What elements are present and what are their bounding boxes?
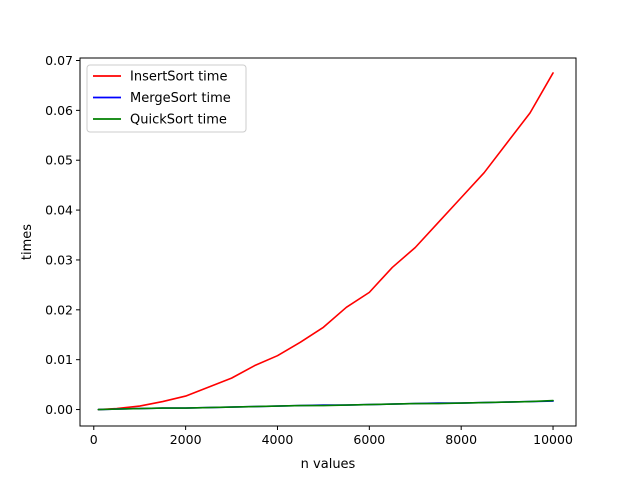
y-tick-label: 0.01: [45, 352, 73, 367]
legend-label-mergesort-time: MergeSort time: [130, 91, 231, 106]
y-tick-label: 0.04: [45, 203, 73, 218]
x-tick-label: 8000: [445, 432, 477, 447]
x-tick-label: 4000: [262, 432, 294, 447]
series-layer: [97, 72, 554, 411]
x-ticks: 0 2000 4000 6000 8000 10000: [90, 426, 573, 447]
x-tick-label: 2000: [170, 432, 202, 447]
x-tick-label: 10000: [533, 432, 573, 447]
legend: InsertSort time MergeSort time QuickSort t…: [86, 64, 247, 133]
y-tick-label: 0.02: [45, 302, 73, 317]
plot-frame: [79, 57, 577, 427]
x-tick-label: 0: [90, 432, 98, 447]
x-axis-label: n values: [301, 457, 356, 472]
y-axis-label: times: [20, 224, 35, 260]
legend-label-insertsort-time: InsertSort time: [130, 70, 227, 85]
series-line-insertsort-time: [97, 72, 554, 411]
x-tick-label: 6000: [353, 432, 385, 447]
axes-layer: [79, 57, 577, 427]
legend-box: [86, 64, 247, 133]
y-ticks: 0.00 0.01 0.02 0.03 0.04 0.05 0.06 0.07: [45, 53, 80, 417]
legend-entries: InsertSort time MergeSort time QuickSort t…: [93, 70, 231, 128]
series-line-quicksort-time: [97, 399, 554, 411]
y-tick-label: 0.00: [45, 402, 73, 417]
y-tick-label: 0.05: [45, 153, 73, 168]
y-tick-label: 0.06: [45, 103, 73, 118]
y-tick-label: 0.03: [45, 252, 73, 267]
y-tick-label: 0.07: [45, 53, 73, 68]
legend-label-quicksort-time: QuickSort time: [130, 113, 227, 128]
